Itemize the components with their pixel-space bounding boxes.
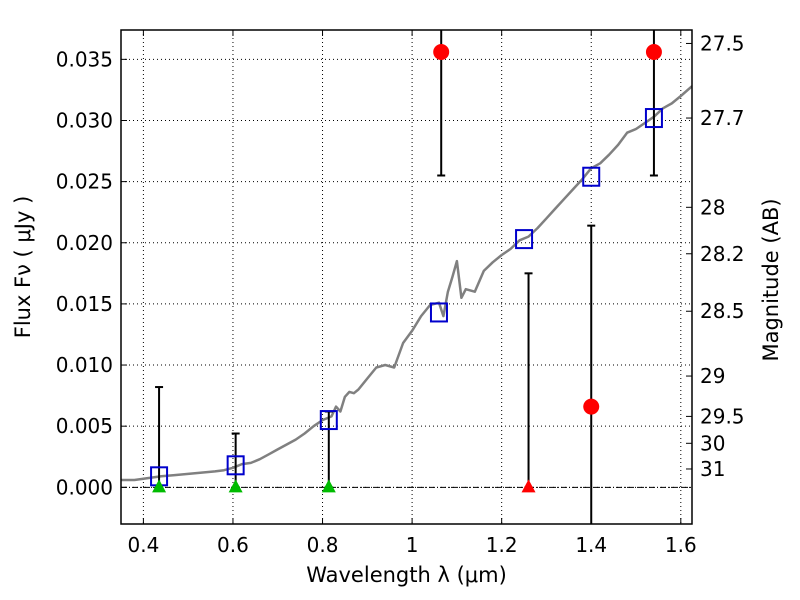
x-tick-label: 1 [406, 533, 419, 557]
model-band-flux-square [226, 455, 245, 476]
x-tick-label: 0.6 [217, 533, 249, 557]
plot-frame [120, 29, 693, 525]
y-tick-label: 0.035 [56, 47, 113, 71]
model-band-flux-square [515, 229, 534, 250]
y-tick-labels: 0.000 0.005 0.010 0.015 0.020 0.025 0.030 0.035 [56, 47, 113, 499]
x-tick-label: 0.8 [307, 533, 339, 557]
y-tick-label: 0.000 [56, 475, 113, 499]
magnitude-tick-label: 27.7 [700, 106, 745, 130]
upper-limit-marker-red [521, 479, 536, 493]
right-axis-title: Magnitude (AB) [759, 198, 783, 361]
y-tick-label: 0.020 [56, 231, 113, 255]
magnitude-tick-label: 28.2 [700, 242, 745, 266]
upper-limit-marker-green [228, 479, 243, 493]
model-band-flux-square [582, 166, 601, 187]
magnitude-tick-label: 31 [700, 457, 725, 481]
magnitude-tick-label: 30 [700, 431, 725, 455]
model-band-flux-square [429, 302, 448, 323]
error-bars [155, 30, 658, 524]
magnitude-tick-label: 29.5 [700, 404, 745, 428]
x-tick-label: 1.4 [575, 533, 607, 557]
magnitude-tick-label: 28 [700, 195, 725, 219]
tick-marks [121, 30, 692, 524]
model-spectrum-line [121, 85, 692, 482]
model-band-flux-square [319, 410, 338, 431]
x-axis-title: Wavelength λ (μm) [306, 563, 507, 587]
detection-marker [583, 398, 600, 415]
detection-marker [433, 44, 450, 61]
magnitude-tick-label: 29 [700, 364, 725, 388]
y-tick-label: 0.015 [56, 292, 113, 316]
upper-limit-marker-green [152, 479, 167, 493]
x-tick-label: 1.6 [665, 533, 697, 557]
y-tick-label: 0.005 [56, 414, 113, 438]
magnitude-tick-label: 28.5 [700, 299, 745, 323]
y-tick-label: 0.025 [56, 170, 113, 194]
upper-limit-marker-green [321, 479, 336, 493]
y-tick-label: 0.010 [56, 353, 113, 377]
x-tick-labels: 0.4 0.6 0.8 1 1.2 1.4 1.6 [127, 533, 696, 557]
magnitude-tick-label: 27.5 [700, 31, 745, 55]
x-tick-label: 1.2 [486, 533, 518, 557]
detection-marker [645, 44, 662, 61]
model-band-flux-square [644, 108, 663, 129]
y-tick-label: 0.030 [56, 108, 113, 132]
y-axis-title: Flux Fν ( μJy ) [11, 196, 35, 339]
markers [150, 44, 663, 493]
x-tick-label: 0.4 [127, 533, 159, 557]
grid [121, 30, 692, 524]
